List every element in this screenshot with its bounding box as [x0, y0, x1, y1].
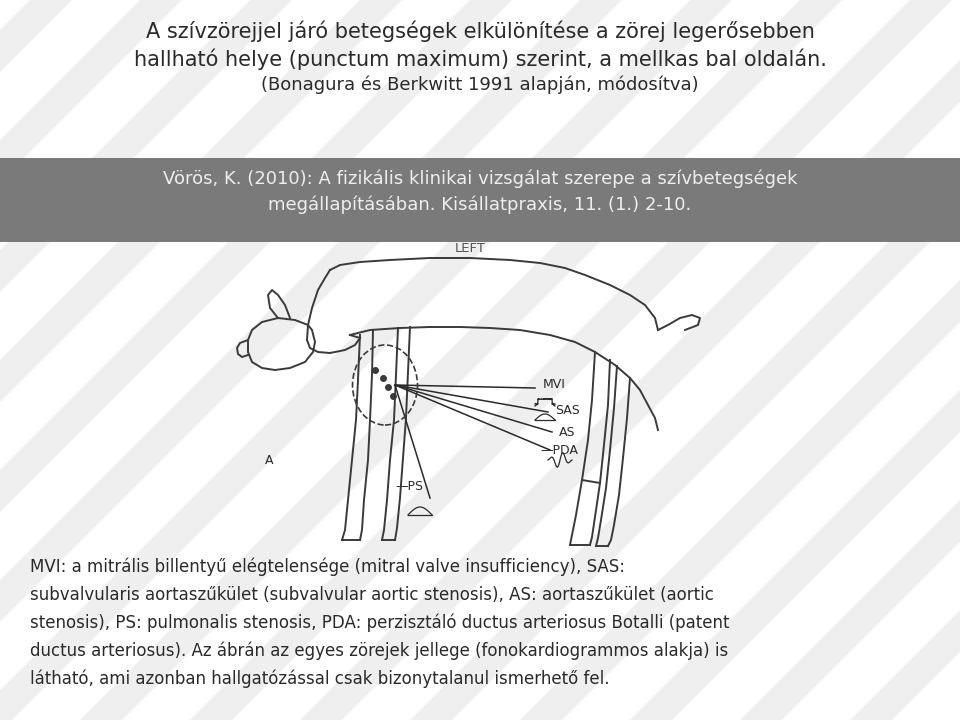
Polygon shape: [740, 0, 960, 720]
Polygon shape: [0, 0, 512, 720]
Text: MVI: MVI: [543, 379, 565, 392]
Polygon shape: [190, 0, 952, 720]
Text: A szívzörejjel járó betegségek elkülönítése a zörej legerősebben: A szívzörejjel járó betegségek elkülönít…: [146, 20, 814, 42]
Polygon shape: [0, 0, 72, 720]
Polygon shape: [410, 0, 960, 720]
Text: A: A: [265, 454, 274, 467]
Text: LEFT: LEFT: [455, 241, 486, 254]
Text: (Bonagura és Berkwitt 1991 alapján, módosítva): (Bonagura és Berkwitt 1991 alapján, módo…: [261, 76, 699, 94]
Text: megállapításában. Kisállatpraxis, 11. (1.) 2-10.: megállapításában. Kisállatpraxis, 11. (1…: [269, 196, 691, 215]
Bar: [0, 158, 960, 242]
Text: MVI: a mitrális billentyű elégtelensége (mitral valve insufficiency), SAS:: MVI: a mitrális billentyű elégtelensége …: [30, 558, 625, 577]
Text: subvalvularis aortaszűkület (subvalvular aortic stenosis), AS: aortaszűkület (ao: subvalvularis aortaszűkület (subvalvular…: [30, 586, 714, 604]
Text: hallható helye (punctum maximum) szerint, a mellkas bal oldalán.: hallható helye (punctum maximum) szerint…: [133, 48, 827, 70]
Text: ductus arteriosus). Az ábrán az egyes zörejek jellege (fonokardiogrammos alakja): ductus arteriosus). Az ábrán az egyes zö…: [30, 642, 729, 660]
Polygon shape: [80, 0, 842, 720]
Polygon shape: [300, 0, 960, 720]
Text: SAS: SAS: [555, 403, 580, 416]
Text: AS: AS: [559, 426, 575, 438]
Polygon shape: [0, 0, 292, 720]
Text: —PDA: —PDA: [540, 444, 578, 456]
Polygon shape: [0, 0, 402, 720]
Polygon shape: [0, 0, 622, 720]
Polygon shape: [0, 0, 182, 720]
Polygon shape: [850, 0, 960, 720]
Text: Vörös, K. (2010): A fizikális klinikai vizsgálat szerepe a szívbetegségek: Vörös, K. (2010): A fizikális klinikai v…: [163, 170, 797, 189]
Polygon shape: [630, 0, 960, 720]
Text: —PS: —PS: [395, 480, 423, 493]
Text: stenosis), PS: pulmonalis stenosis, PDA: perzisztáló ductus arteriosus Botalli (: stenosis), PS: pulmonalis stenosis, PDA:…: [30, 614, 730, 632]
Polygon shape: [520, 0, 960, 720]
Polygon shape: [0, 0, 732, 720]
Text: látható, ami azonban hallgatózással csak bizonytalanul ismerhető fel.: látható, ami azonban hallgatózással csak…: [30, 670, 610, 688]
